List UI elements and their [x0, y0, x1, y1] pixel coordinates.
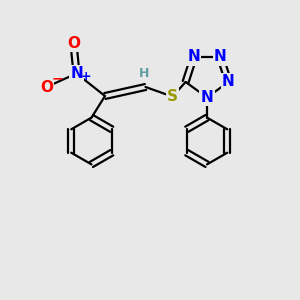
Text: O: O [67, 36, 80, 51]
Text: +: + [81, 70, 92, 83]
Text: N: N [222, 74, 235, 89]
Text: −: − [51, 72, 63, 86]
Text: N: N [70, 66, 83, 81]
Text: N: N [188, 49, 200, 64]
Text: N: N [201, 90, 213, 105]
Text: S: S [167, 89, 178, 104]
Text: N: N [214, 49, 226, 64]
Text: H: H [139, 67, 149, 80]
Text: O: O [40, 80, 53, 94]
